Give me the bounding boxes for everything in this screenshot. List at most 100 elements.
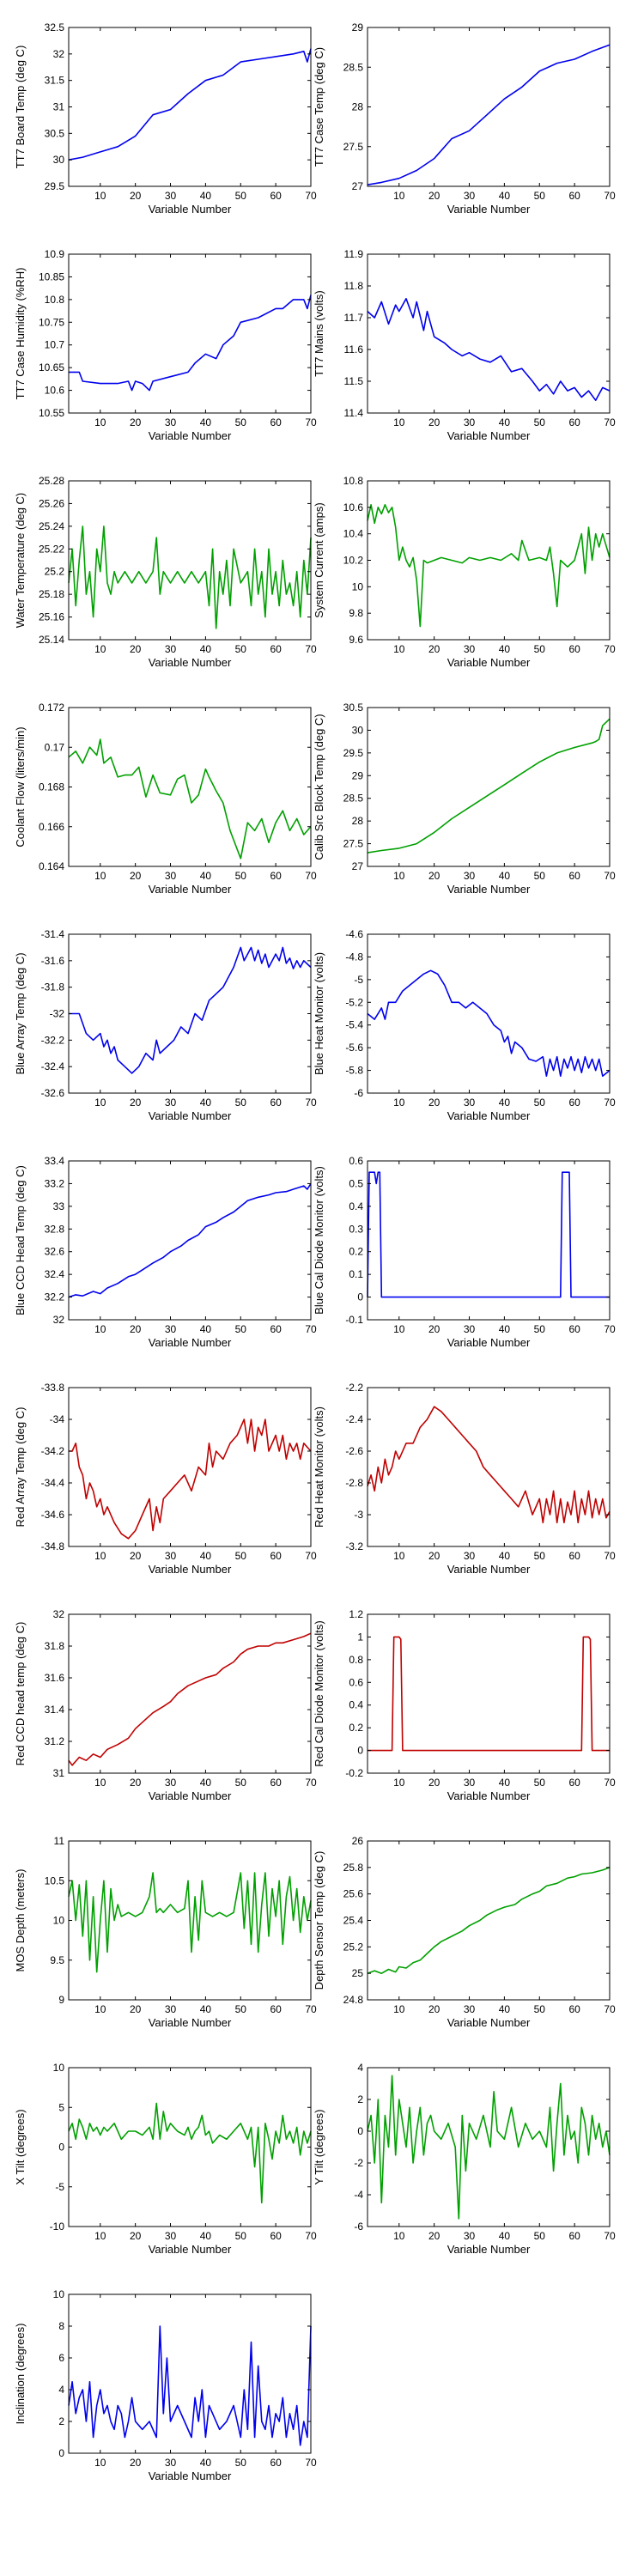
y-tick-label: -34.2 bbox=[41, 1445, 65, 1457]
y-tick-label: 27 bbox=[352, 860, 364, 872]
x-tick-label: 60 bbox=[568, 870, 580, 882]
y-tick-label: 0.6 bbox=[349, 1155, 363, 1167]
x-tick-label: 30 bbox=[464, 2230, 476, 2242]
y-tick-label: 10.8 bbox=[45, 294, 65, 306]
y-tick-label: -5 bbox=[354, 974, 363, 986]
x-tick-label: 20 bbox=[428, 1323, 440, 1335]
x-tick-label: 30 bbox=[464, 1777, 476, 1789]
y-tick-label: 10.6 bbox=[343, 501, 364, 513]
series-line-3-1 bbox=[69, 295, 312, 392]
x-tick-label: 70 bbox=[604, 2003, 616, 2015]
y-tick-label: 0 bbox=[357, 2125, 363, 2137]
x-axis-label: Variable Number bbox=[149, 1336, 232, 1349]
chart-panel-6: 10 20 30 40 50 60 70 9.6 9.8 10 10.2 10.4 10.6 10.8 Va… bbox=[313, 475, 616, 669]
plot-frame bbox=[68, 480, 312, 641]
x-tick-label: 70 bbox=[305, 870, 317, 882]
series-line-10-1 bbox=[367, 969, 611, 1077]
x-tick-label: 60 bbox=[270, 1550, 282, 1562]
x-tick-label: 30 bbox=[165, 1097, 177, 1109]
y-tick-label: 11.5 bbox=[344, 375, 364, 387]
x-tick-label: 40 bbox=[499, 1550, 511, 1562]
x-tick-label: 70 bbox=[604, 870, 616, 882]
x-tick-label: 10 bbox=[94, 1777, 106, 1789]
y-tick-label: 0.17 bbox=[45, 741, 65, 753]
y-tick-label: 33 bbox=[53, 1200, 65, 1212]
x-tick-label: 30 bbox=[464, 870, 476, 882]
x-axis-label: Variable Number bbox=[149, 883, 232, 896]
x-tick-label: 20 bbox=[130, 870, 142, 882]
y-tick-label: 25.2 bbox=[343, 1941, 364, 1953]
plot-frame bbox=[68, 933, 312, 1094]
y-tick-label: 31.6 bbox=[45, 1672, 65, 1684]
x-tick-label: 30 bbox=[464, 1550, 476, 1562]
x-tick-label: 30 bbox=[165, 643, 177, 655]
x-tick-label: 20 bbox=[130, 2230, 142, 2242]
x-tick-label: 60 bbox=[270, 643, 282, 655]
x-tick-label: 60 bbox=[270, 1323, 282, 1335]
y-tick-label: 32 bbox=[53, 1608, 65, 1620]
y-tick-label: 0.1 bbox=[349, 1268, 363, 1280]
x-tick-label: 40 bbox=[499, 2003, 511, 2015]
x-tick-label: 10 bbox=[94, 1323, 106, 1335]
x-tick-label: 70 bbox=[604, 643, 616, 655]
y-axis-label: Red Heat Monitor (volts) bbox=[313, 1406, 325, 1528]
x-tick-label: 70 bbox=[604, 1777, 616, 1789]
x-tick-label: 60 bbox=[270, 416, 282, 428]
chart-panel-19: 10 20 30 40 50 60 70 -10 -5 0 5 10 Variable Number X … bbox=[14, 2062, 317, 2256]
series-line-20-1 bbox=[367, 2075, 611, 2220]
chart-panel-4: 10 20 30 40 50 60 70 11.4 11.5 11.6 11.7 11.8 11.9 Va… bbox=[313, 248, 616, 442]
y-tick-label: 25.22 bbox=[39, 543, 64, 555]
x-tick-label: 40 bbox=[499, 1777, 511, 1789]
series-line-19-1 bbox=[68, 2102, 312, 2204]
y-tick-label: -2.4 bbox=[345, 1413, 363, 1425]
y-axis-label: Water Temperature (deg C) bbox=[14, 493, 27, 629]
x-tick-label: 10 bbox=[94, 190, 106, 202]
x-tick-label: 70 bbox=[305, 2003, 317, 2015]
y-tick-label: 6 bbox=[58, 2352, 64, 2364]
series-line-9-1 bbox=[69, 946, 312, 1074]
y-tick-label: 27.5 bbox=[343, 141, 364, 153]
x-tick-label: 60 bbox=[568, 2230, 580, 2242]
x-tick-label: 10 bbox=[393, 1323, 405, 1335]
x-tick-label: 70 bbox=[604, 1097, 616, 1109]
x-tick-label: 60 bbox=[568, 643, 580, 655]
y-tick-label: 31.4 bbox=[45, 1704, 65, 1716]
x-tick-label: 30 bbox=[165, 416, 177, 428]
x-tick-label: 60 bbox=[568, 416, 580, 428]
chart-panel-21: 10 20 30 40 50 60 70 0 2 4 6 8 10 Variable Number Incl… bbox=[14, 2288, 317, 2482]
series-line-13-1 bbox=[69, 1419, 312, 1540]
plot-frame bbox=[68, 707, 312, 867]
y-tick-label: 11 bbox=[54, 1835, 65, 1847]
y-tick-label: 10.8 bbox=[343, 475, 364, 487]
x-tick-label: 20 bbox=[130, 2457, 142, 2469]
y-tick-label: -32.6 bbox=[41, 1087, 65, 1099]
x-tick-label: 60 bbox=[270, 1777, 282, 1789]
x-tick-label: 50 bbox=[235, 1777, 247, 1789]
y-tick-label: 0.164 bbox=[39, 860, 64, 872]
x-tick-label: 40 bbox=[200, 1550, 212, 1562]
y-tick-label: 0.4 bbox=[349, 1200, 363, 1212]
y-tick-label: 28 bbox=[352, 815, 364, 827]
x-tick-label: 10 bbox=[94, 2457, 106, 2469]
x-tick-label: 50 bbox=[235, 1550, 247, 1562]
y-tick-label: 30 bbox=[352, 724, 364, 736]
y-tick-label: 0.166 bbox=[39, 821, 64, 833]
y-tick-label: -0.1 bbox=[345, 1314, 363, 1326]
x-tick-label: 40 bbox=[499, 870, 511, 882]
y-tick-label: 10.75 bbox=[39, 316, 64, 328]
y-tick-label: -5.4 bbox=[345, 1019, 363, 1031]
x-tick-label: 30 bbox=[165, 190, 177, 202]
plot-frame bbox=[367, 1840, 611, 2001]
y-tick-label: 31 bbox=[53, 1767, 65, 1779]
y-tick-label: 2 bbox=[357, 2093, 363, 2105]
plot-frame bbox=[367, 1387, 611, 1547]
y-tick-label: 31.2 bbox=[45, 1735, 65, 1747]
x-tick-label: 50 bbox=[235, 2230, 247, 2242]
x-tick-label: 10 bbox=[94, 2003, 106, 2015]
x-tick-label: 20 bbox=[130, 1777, 142, 1789]
y-tick-label: 1 bbox=[357, 1631, 363, 1643]
x-tick-label: 50 bbox=[235, 1323, 247, 1335]
y-tick-label: -6 bbox=[354, 2221, 363, 2233]
chart-panel-9: 10 20 30 40 50 60 70 -32.6 -32.4 -32.2 -32 -31.8 -31… bbox=[14, 928, 317, 1122]
x-tick-label: 70 bbox=[604, 1323, 616, 1335]
